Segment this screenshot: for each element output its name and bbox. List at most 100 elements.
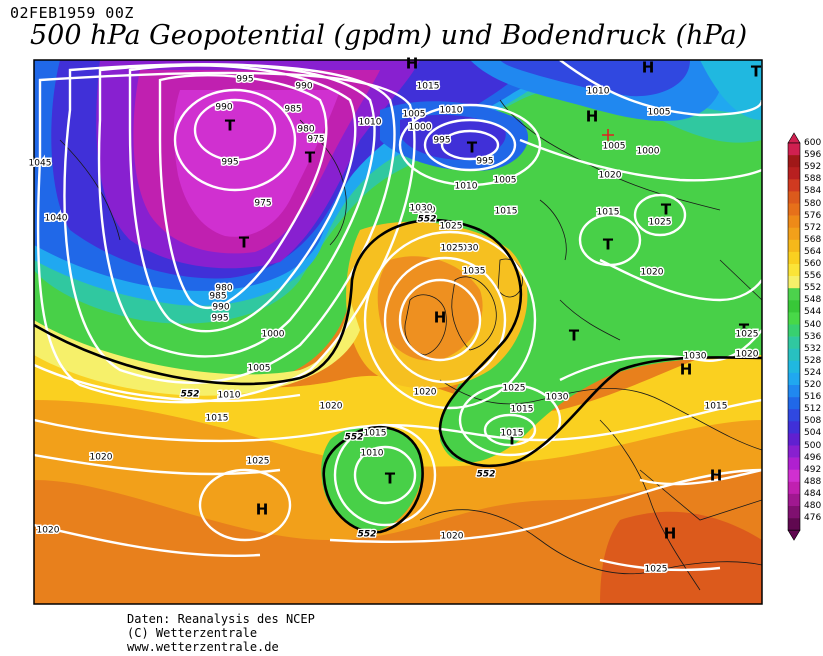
isobar-label: 1010 [455, 182, 478, 192]
contour-552-label: 552 [477, 470, 496, 480]
high-pressure-center: H [680, 361, 693, 379]
isobar-label: 1020 [736, 350, 759, 360]
colorbar-swatch [788, 167, 800, 180]
isobar-label: 1015 [501, 429, 524, 439]
isobar-label: 1010 [361, 449, 384, 459]
colorbar-swatch [788, 385, 800, 398]
isobar-label: 1020 [90, 453, 113, 463]
isobar-label: 1000 [262, 330, 285, 340]
colorbar-label: 504 [804, 428, 822, 439]
high-pressure-center: H [642, 59, 655, 77]
isobar-label: 1030 [410, 204, 433, 214]
isobar-label: 990 [212, 303, 229, 313]
isobar-label: 1020 [599, 171, 622, 181]
isobars [34, 60, 762, 572]
colorbar-label: 524 [804, 367, 822, 378]
isobar-label: 1020 [413, 206, 436, 216]
colorbar-label: 600 [804, 138, 822, 148]
isobar-label: 995 [476, 157, 493, 167]
colorbar-swatch [788, 179, 800, 192]
footer-copyright: (C) Wetterzentrale [127, 626, 258, 640]
colorbar-label: 576 [804, 210, 822, 221]
isobar-label: 1025 [441, 244, 464, 254]
contour-552 [34, 218, 762, 534]
colorbar-swatch [788, 433, 800, 446]
isobar-label: 1005 [648, 108, 671, 118]
colorbar-label: 572 [804, 222, 822, 233]
isobar-label: 1020 [414, 388, 437, 398]
isobar-label: 1045 [29, 159, 52, 169]
colorbar-label: 580 [804, 198, 822, 209]
isobar-label: 1020 [641, 268, 664, 278]
colorbar-label: 556 [804, 271, 822, 282]
colorbar-label: 596 [804, 150, 822, 161]
colorbar-swatch [788, 421, 800, 434]
colorbar-swatch [788, 445, 800, 458]
isobar-label: 1030 [456, 244, 479, 254]
isobar-label: 1025 [440, 222, 463, 232]
high-pressure-center: H [586, 108, 599, 126]
isobar-label: 1005 [248, 364, 271, 374]
isobar-label: 1025 [503, 384, 526, 394]
colorbar-label: 560 [804, 259, 822, 269]
low-pressure-center: T [661, 201, 672, 219]
isobar-label: 995 [221, 158, 238, 168]
isobar-label: 1010 [359, 118, 382, 128]
isobar-label: 1020 [441, 532, 464, 542]
low-pressure-center: T [739, 321, 750, 339]
colorbar-label: 516 [804, 392, 822, 403]
isobar-label: 1015 [417, 82, 440, 92]
colorbar-label: 512 [804, 404, 822, 415]
isobar-label: 1020 [37, 526, 60, 536]
isobar-label: 1010 [587, 87, 610, 97]
isobar-label: 1025 [649, 218, 672, 228]
isobar-label: 995 [236, 75, 253, 85]
colorbar-label: 592 [804, 162, 822, 173]
isobar-label: 1000 [637, 147, 660, 157]
low-pressure-center: T [569, 327, 580, 345]
colorbar-swatch [788, 215, 800, 228]
low-pressure-center: T [225, 117, 236, 135]
colorbar-label: 492 [804, 464, 822, 475]
colorbar-swatch [788, 143, 800, 156]
isobar-label: 975 [254, 199, 271, 209]
isobar-label: 1030 [684, 352, 707, 362]
isobar-label: 1015 [511, 405, 534, 415]
low-pressure-center: T [305, 149, 316, 167]
colorbar-label: 480 [804, 501, 822, 511]
colorbar-label: 536 [804, 331, 822, 342]
map-frame [33, 59, 763, 605]
high-pressure-center: H [434, 309, 447, 327]
colorbar-label: 500 [804, 440, 822, 451]
footer-website: www.wetterzentrale.de [127, 640, 279, 654]
isobar-label: 990 [295, 82, 312, 92]
colorbar-swatch [788, 203, 800, 216]
colorbar-swatch [788, 324, 800, 337]
low-pressure-center: T [467, 139, 478, 157]
colorbar-label: 528 [804, 355, 822, 366]
colorbar-swatch [788, 312, 800, 325]
colorbar-swatch [788, 348, 800, 362]
isobar-label: 1025 [645, 565, 668, 575]
coastlines [59, 99, 762, 591]
isobar-label: 995 [433, 136, 450, 146]
high-pressure-center: H [406, 55, 419, 73]
isobar-label: 1035 [463, 267, 486, 277]
colorbar-swatch [788, 276, 800, 289]
colorbar-swatch [788, 264, 800, 277]
colorbar [787, 132, 801, 541]
colorbar-swatch [788, 227, 800, 241]
colorbar-swatch [788, 493, 800, 507]
colorbar-swatch [788, 481, 800, 495]
isobar-label: 1010 [218, 391, 241, 401]
colorbar-frame [787, 142, 801, 531]
isobar-label: 1015 [705, 402, 728, 412]
isobar-label: 980 [215, 284, 232, 294]
colorbar-swatch [788, 518, 800, 531]
contour-552-label: 552 [418, 215, 437, 225]
colorbar-label: 484 [804, 488, 822, 499]
colorbar-top-arrow [787, 132, 801, 144]
colorbar-label: 532 [804, 343, 822, 354]
